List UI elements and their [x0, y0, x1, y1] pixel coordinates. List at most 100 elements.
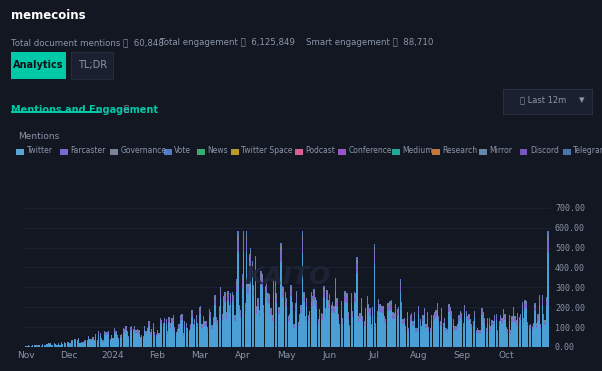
Bar [46, 344, 48, 347]
Bar [382, 313, 383, 347]
Bar [325, 312, 326, 316]
Bar [330, 306, 332, 308]
Bar [256, 309, 257, 313]
Bar [371, 325, 372, 326]
Bar [409, 321, 411, 347]
Bar [180, 321, 181, 347]
Bar [217, 325, 219, 347]
Bar [530, 326, 532, 328]
Bar [151, 331, 152, 332]
Bar [395, 304, 397, 306]
Bar [183, 333, 184, 334]
Bar [314, 299, 315, 347]
Bar [131, 328, 132, 330]
Bar [497, 330, 498, 331]
Bar [439, 322, 441, 323]
Bar [85, 341, 87, 347]
Bar [197, 324, 199, 325]
Text: ⓘ: ⓘ [123, 105, 128, 114]
Bar [111, 337, 112, 347]
Bar [362, 317, 364, 318]
Bar [269, 296, 270, 299]
Bar [470, 322, 471, 325]
Bar [155, 335, 157, 337]
Bar [420, 320, 421, 322]
Bar [194, 322, 196, 325]
Bar [319, 312, 320, 316]
Bar [97, 342, 98, 347]
Bar [341, 310, 342, 347]
Bar [353, 292, 355, 294]
Bar [391, 302, 392, 304]
Bar [389, 310, 391, 347]
Bar [172, 319, 173, 320]
Bar [530, 328, 532, 347]
Bar [311, 302, 312, 347]
Bar [163, 325, 164, 327]
Bar [426, 325, 427, 328]
Bar [426, 328, 427, 347]
Bar [258, 308, 259, 347]
Bar [124, 333, 125, 347]
Bar [474, 313, 476, 317]
Bar [486, 332, 487, 347]
Bar [470, 319, 471, 321]
Bar [447, 331, 448, 333]
Bar [68, 343, 69, 347]
Bar [544, 322, 545, 325]
Bar [482, 309, 483, 311]
Bar [31, 346, 32, 347]
Bar [160, 319, 161, 320]
Bar [148, 326, 149, 347]
Bar [174, 327, 175, 328]
Bar [477, 329, 478, 331]
Bar [223, 301, 224, 306]
Bar [252, 277, 253, 347]
Bar [85, 340, 87, 341]
Bar [241, 276, 243, 280]
Bar [217, 322, 219, 325]
Text: Research: Research [442, 146, 477, 155]
Bar [500, 316, 501, 317]
Bar [199, 308, 200, 309]
Bar [309, 312, 310, 314]
Bar [474, 311, 476, 312]
Bar [346, 297, 347, 303]
Bar [513, 315, 514, 347]
Bar [409, 315, 411, 316]
Bar [146, 333, 147, 334]
Bar [454, 326, 455, 327]
Bar [394, 313, 395, 314]
Bar [174, 328, 175, 329]
Bar [176, 333, 177, 334]
Bar [79, 343, 81, 347]
Bar [461, 319, 462, 347]
Bar [127, 331, 128, 332]
Bar [302, 235, 303, 240]
Bar [314, 291, 315, 293]
Bar [349, 326, 350, 329]
Bar [404, 319, 405, 320]
Bar [411, 313, 412, 315]
Bar [296, 293, 297, 296]
Text: Podcast: Podcast [305, 146, 335, 155]
Bar [265, 298, 266, 347]
Bar [316, 301, 317, 302]
Bar [211, 326, 213, 327]
Bar [285, 297, 286, 302]
Bar [249, 254, 250, 257]
Bar [166, 321, 167, 324]
Bar [386, 306, 388, 311]
Bar [474, 317, 476, 347]
Bar [407, 312, 408, 313]
Bar [99, 335, 101, 347]
Bar [154, 333, 155, 335]
Bar [401, 311, 402, 347]
Bar [539, 299, 540, 305]
Bar [431, 316, 432, 318]
Bar [65, 344, 66, 347]
Bar [282, 286, 283, 288]
Bar [376, 312, 378, 314]
Bar [391, 309, 392, 347]
Bar [487, 318, 488, 319]
